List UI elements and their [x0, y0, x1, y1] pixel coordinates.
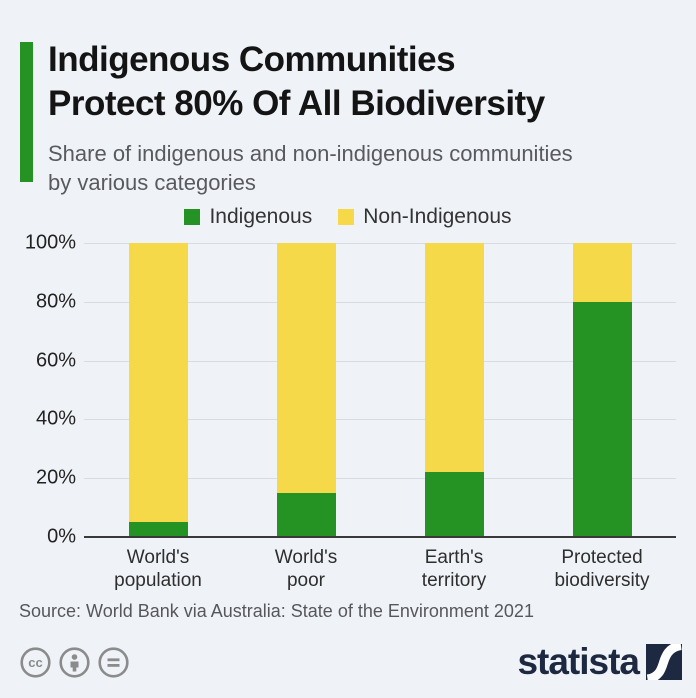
legend-item-non-indigenous: Non-Indigenous: [338, 205, 512, 229]
bar-segment-non-indigenous: [572, 243, 632, 302]
gridline: [84, 478, 676, 480]
x-axis-line: [84, 536, 676, 538]
gridline: [84, 419, 676, 421]
bar-segment-non-indigenous: [424, 243, 484, 473]
chart-legend: Indigenous Non-Indigenous: [0, 205, 696, 229]
indigenous-swatch-icon: [184, 209, 201, 225]
bar-segment-non-indigenous: [128, 243, 188, 523]
y-axis-tick-label: 20%: [35, 466, 76, 489]
bar-segment-indigenous: [572, 301, 632, 537]
title-line-1: Indigenous Communities: [48, 40, 456, 79]
source-text: Source: World Bank via Australia: State …: [19, 601, 534, 621]
category-label: World's poor: [274, 547, 338, 591]
y-axis-tick-label: 80%: [35, 290, 76, 313]
gridline: [84, 301, 676, 303]
bar-segment-non-indigenous: [276, 243, 336, 493]
attribution-person-icon: [59, 647, 90, 678]
bar-segment-indigenous: [276, 492, 336, 537]
category-label: Earth's territory: [421, 547, 487, 591]
y-axis-tick-label: 0%: [47, 525, 76, 548]
svg-text:cc: cc: [28, 655, 42, 670]
chart-subtitle: Share of indigenous and non-indigenous c…: [48, 139, 668, 197]
title-accent-bar: [20, 42, 33, 182]
y-axis-tick-label: 40%: [35, 407, 76, 430]
bar-segment-indigenous: [424, 472, 484, 537]
legend-label: Indigenous: [209, 205, 313, 228]
page-title: Indigenous Communities Protect 80% Of Al…: [48, 38, 678, 126]
subtitle-line-1: Share of indigenous and non-indigenous c…: [48, 141, 573, 166]
equals-icon: [98, 647, 129, 678]
license-icons: cc: [20, 647, 129, 678]
subtitle-line-2: by various categories: [48, 170, 256, 195]
category-label: Protected biodiversity: [554, 547, 650, 591]
legend-label: Non-Indigenous: [363, 205, 512, 228]
non-indigenous-swatch-icon: [338, 209, 355, 225]
gridline: [84, 360, 676, 362]
bar-segment-indigenous: [128, 522, 188, 537]
category-label: World's population: [114, 547, 202, 591]
gridline: [84, 243, 676, 244]
title-line-2: Protect 80% Of All Biodiversity: [48, 84, 545, 123]
y-axis-tick-label: 60%: [35, 349, 76, 372]
cc-icon: cc: [20, 647, 51, 678]
statista-logo: statista: [517, 641, 682, 682]
legend-item-indigenous: Indigenous: [184, 205, 312, 229]
statista-wordmark: statista: [517, 641, 640, 682]
statista-mark-icon: [646, 644, 682, 680]
y-axis-tick-label: 100%: [24, 231, 76, 254]
